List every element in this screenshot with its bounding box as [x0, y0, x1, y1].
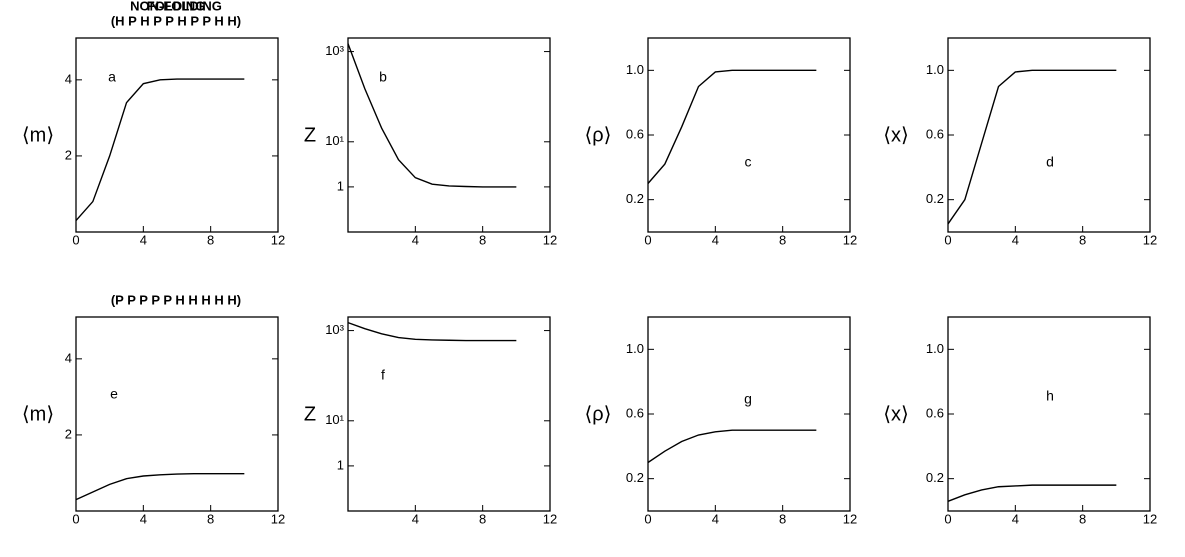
x-tick-label: 12 — [843, 232, 857, 247]
y-tick-label: 10³ — [325, 322, 344, 337]
y-tick-label: 0.6 — [926, 126, 944, 141]
x-tick-label: 4 — [140, 232, 147, 247]
y-tick-label: 0.2 — [626, 191, 644, 206]
x-tick-label: 4 — [712, 232, 719, 247]
curve — [347, 321, 517, 342]
y-axis-label: ⟨ρ⟩ — [585, 403, 612, 425]
curve — [647, 429, 817, 464]
plot-frame — [947, 37, 1151, 233]
x-tick-label: 12 — [543, 511, 557, 526]
panel-label: g — [744, 391, 752, 407]
x-tick-label: 4 — [140, 511, 147, 526]
x-tick-label: 8 — [779, 511, 786, 526]
y-tick-label: 0.2 — [926, 191, 944, 206]
y-tick-label: 4 — [65, 350, 72, 365]
x-tick-label: 0 — [944, 511, 951, 526]
x-tick-label: 8 — [479, 511, 486, 526]
x-tick-label: 12 — [1143, 511, 1157, 526]
x-tick-label: 12 — [271, 232, 285, 247]
group-title: NON-FOLDING — [130, 0, 222, 13]
y-tick-label: 1.0 — [626, 62, 644, 77]
panel-label: b — [379, 69, 387, 85]
y-axis-label: ⟨m⟩ — [22, 403, 54, 425]
group-subtitle: (H P H P P H P P H H) — [111, 13, 241, 28]
panel-label: d — [1046, 154, 1054, 170]
x-tick-label: 0 — [944, 232, 951, 247]
x-tick-label: 4 — [412, 511, 419, 526]
x-tick-label: 8 — [207, 511, 214, 526]
x-tick-label: 12 — [271, 511, 285, 526]
y-tick-label: 0.6 — [626, 126, 644, 141]
y-tick-label: 0.2 — [626, 470, 644, 485]
y-tick-label: 1 — [337, 457, 344, 472]
plot-frame — [75, 316, 279, 512]
y-tick-label: 10¹ — [325, 133, 344, 148]
x-tick-label: 4 — [1012, 232, 1019, 247]
y-tick-label: 10³ — [325, 43, 344, 58]
x-tick-label: 0 — [72, 232, 79, 247]
group-subtitle: (P P P P P H H H H H) — [111, 292, 241, 307]
y-axis-label: ⟨m⟩ — [22, 124, 54, 146]
x-tick-label: 12 — [543, 232, 557, 247]
x-tick-label: 0 — [644, 232, 651, 247]
y-tick-label: 4 — [65, 71, 72, 86]
y-axis-label: ⟨x⟩ — [883, 124, 909, 146]
x-tick-label: 8 — [207, 232, 214, 247]
panel-label: f — [381, 367, 385, 383]
panel-label: c — [745, 154, 752, 170]
y-axis-label: ⟨x⟩ — [883, 403, 909, 425]
y-tick-label: 0.6 — [626, 405, 644, 420]
curve — [347, 43, 517, 188]
x-tick-label: 12 — [1143, 232, 1157, 247]
curve — [75, 473, 245, 501]
y-axis-label: Z — [304, 124, 316, 146]
y-tick-label: 1.0 — [926, 62, 944, 77]
x-tick-label: 4 — [412, 232, 419, 247]
x-tick-label: 4 — [1012, 511, 1019, 526]
y-tick-label: 1.0 — [626, 341, 644, 356]
curve — [947, 484, 1117, 502]
x-tick-label: 8 — [779, 232, 786, 247]
y-tick-label: 1 — [337, 178, 344, 193]
y-tick-label: 2 — [65, 147, 72, 162]
curve — [947, 69, 1117, 225]
plot-frame — [347, 37, 551, 233]
curve — [647, 69, 817, 184]
x-tick-label: 4 — [712, 511, 719, 526]
x-tick-label: 8 — [1079, 232, 1086, 247]
y-tick-label: 1.0 — [926, 341, 944, 356]
plot-frame — [75, 37, 279, 233]
x-tick-label: 8 — [1079, 511, 1086, 526]
panel-label: h — [1046, 388, 1054, 404]
curve — [75, 78, 245, 222]
x-tick-label: 0 — [72, 511, 79, 526]
plot-frame — [347, 316, 551, 512]
y-tick-label: 0.6 — [926, 405, 944, 420]
x-tick-label: 8 — [479, 232, 486, 247]
plot-frame — [947, 316, 1151, 512]
panel-label: e — [110, 386, 118, 402]
y-tick-label: 10¹ — [325, 412, 344, 427]
y-axis-label: ⟨ρ⟩ — [585, 124, 612, 146]
y-axis-label: Z — [304, 403, 316, 425]
y-tick-label: 0.2 — [926, 470, 944, 485]
plot-frame — [647, 316, 851, 512]
y-tick-label: 2 — [65, 426, 72, 441]
x-tick-label: 0 — [644, 511, 651, 526]
panel-label: a — [108, 69, 116, 85]
group-title: FOLDING — [147, 0, 206, 13]
x-tick-label: 12 — [843, 511, 857, 526]
